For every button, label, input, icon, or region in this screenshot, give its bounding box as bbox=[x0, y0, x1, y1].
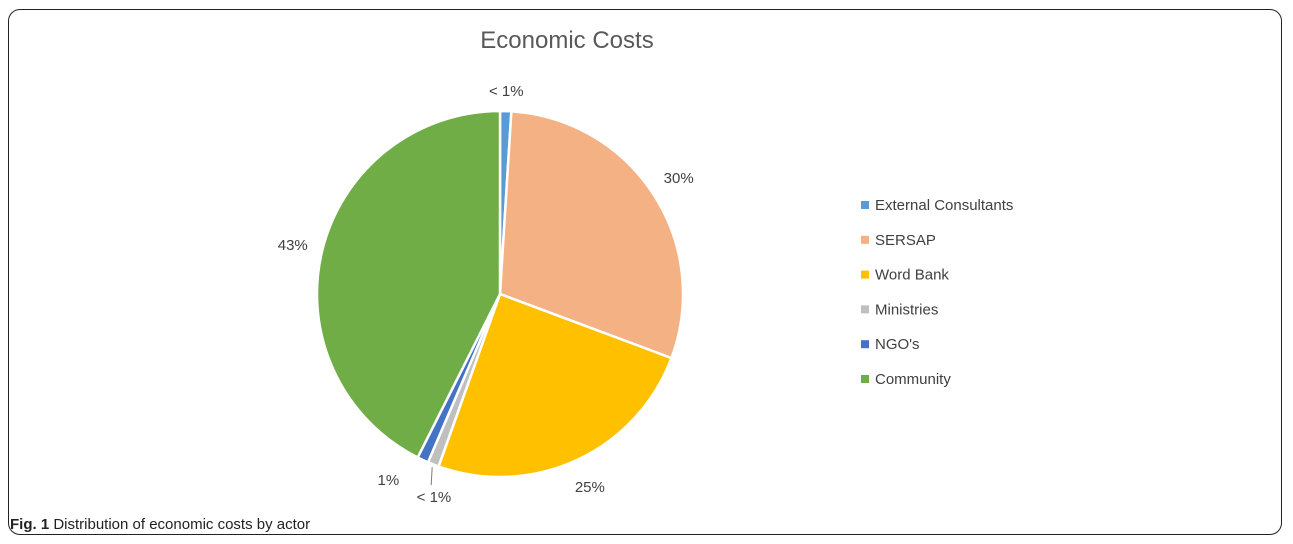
data-labels: < 1% 30% 25% < 1% 1% 43% bbox=[278, 83, 694, 506]
legend-label-sersap: SERSAP bbox=[875, 232, 936, 249]
legend-swatch-word-bank bbox=[861, 270, 869, 279]
pie-slice-community bbox=[315, 109, 502, 460]
legend-label-ngo-s: NGO's bbox=[875, 336, 920, 353]
legend-swatch-ngo-s bbox=[861, 340, 869, 349]
data-label-ministries: < 1% bbox=[417, 489, 452, 506]
legend: External Consultants SERSAP Word Bank Minis… bbox=[861, 197, 1013, 388]
pie-slices bbox=[315, 109, 685, 479]
data-label-ngo-s: 1% bbox=[378, 472, 400, 489]
legend-swatch-external-consultants bbox=[861, 201, 869, 209]
legend-label-community: Community bbox=[875, 371, 951, 388]
legend-label-external-consultants: External Consultants bbox=[875, 197, 1013, 214]
caption-label: Fig. 1 bbox=[10, 516, 50, 533]
data-label-external-consultants: < 1% bbox=[489, 83, 524, 100]
data-label-word-bank: 25% bbox=[575, 479, 605, 496]
legend-swatch-ministries bbox=[861, 305, 869, 314]
legend-swatch-sersap bbox=[861, 235, 869, 244]
pie-slice-word-bank bbox=[437, 292, 674, 479]
chart-title: Economic Costs bbox=[480, 27, 653, 54]
figure-caption: Fig. 1 Distribution of economic costs by… bbox=[10, 516, 310, 533]
legend-label-word-bank: Word Bank bbox=[875, 267, 949, 284]
pie-slice-sersap bbox=[498, 110, 685, 360]
legend-label-ministries: Ministries bbox=[875, 301, 938, 318]
data-label-community: 43% bbox=[278, 237, 308, 254]
caption-text: Distribution of economic costs by actor bbox=[49, 516, 311, 533]
data-label-sersap: 30% bbox=[664, 170, 694, 187]
leader-line bbox=[430, 467, 433, 486]
legend-swatch-community bbox=[861, 375, 869, 383]
